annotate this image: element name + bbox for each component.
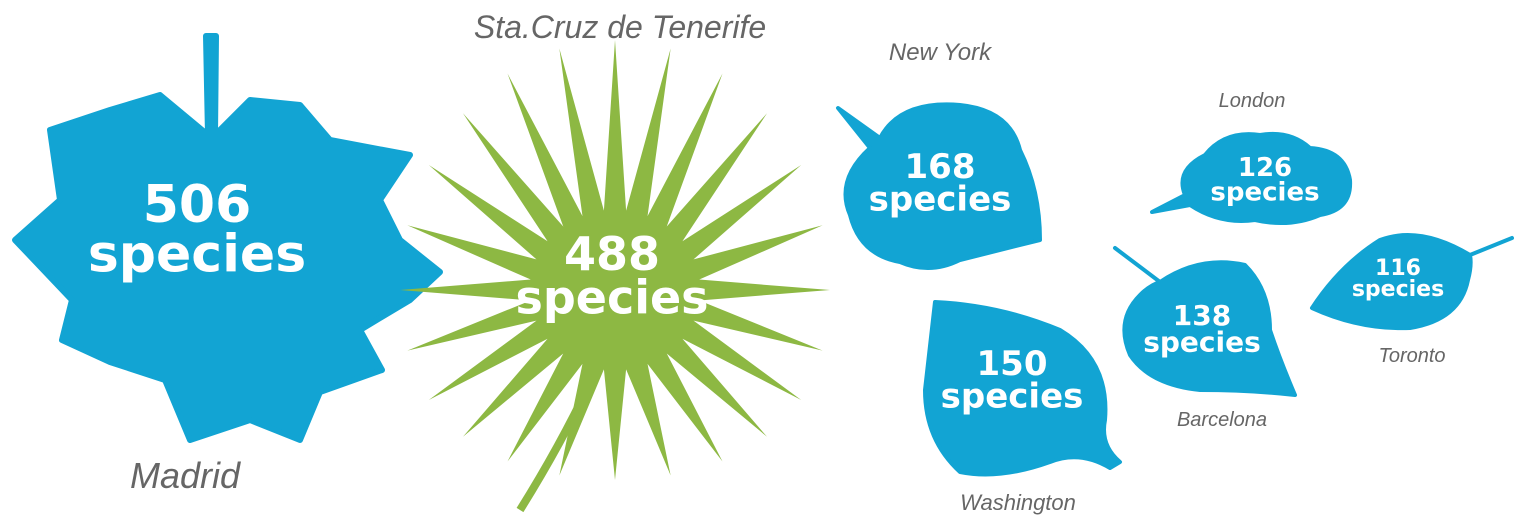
new-york-leaf [836, 102, 1042, 271]
london-leaf [1150, 131, 1353, 225]
species-unit: species [1352, 277, 1444, 302]
city-name: Madrid [130, 455, 241, 496]
species-unit: species [88, 224, 306, 284]
city-name: Barcelona [1177, 409, 1267, 431]
species-count: 126 [1238, 153, 1292, 183]
species-unit: species [1210, 178, 1319, 208]
species-unit: species [941, 376, 1084, 416]
species-unit: species [869, 179, 1012, 219]
species-count: 506 [143, 175, 252, 235]
species-count: 116 [1375, 256, 1421, 281]
palm-rays [400, 40, 830, 480]
city-name: New York [889, 39, 993, 66]
city-name: Washington [960, 490, 1076, 515]
species-unit: species [515, 271, 708, 325]
city-name: Sta.Cruz de Tenerife [474, 9, 766, 45]
species-count: 168 [905, 147, 976, 187]
species-count: 138 [1173, 299, 1231, 332]
species-unit: species [1143, 326, 1261, 359]
city-name: London [1219, 90, 1286, 112]
barcelona-leaf [1113, 246, 1297, 397]
species-count: 488 [564, 227, 660, 281]
toronto-leaf [1310, 233, 1514, 331]
city-name: Toronto [1378, 345, 1445, 367]
washington-leaf [923, 300, 1122, 477]
madrid-leaf [12, 33, 443, 443]
species-count: 150 [977, 344, 1048, 384]
tenerife-leaf [400, 40, 830, 513]
